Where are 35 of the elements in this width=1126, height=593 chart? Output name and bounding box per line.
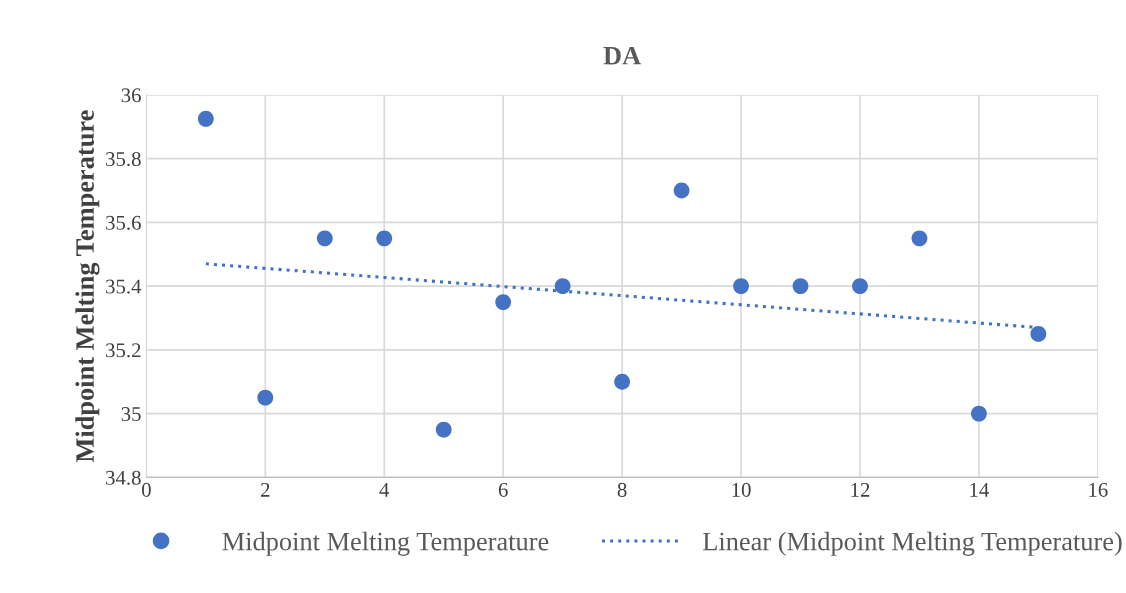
- x-tick-label: 12: [851, 482, 870, 497]
- x-tick-label: 16: [1089, 482, 1108, 497]
- y-tick-label: 35.2: [106, 343, 141, 358]
- x-tick-label: 2: [261, 482, 270, 497]
- y-tick-label: 35: [121, 407, 141, 422]
- y-axis-title: Midpoint Melting Temperature: [75, 110, 100, 463]
- point: [792, 278, 809, 295]
- point: [197, 110, 214, 127]
- x-tick-label: 8: [617, 482, 627, 497]
- x-tick-label: 10: [732, 482, 751, 497]
- legend-label: Linear (Midpoint Melting Temperature): [703, 531, 1122, 556]
- point: [673, 182, 690, 199]
- legend-label: Midpoint Melting Temperature: [222, 531, 549, 556]
- y-tick-label: 35.4: [106, 279, 142, 294]
- point: [911, 230, 928, 247]
- point: [971, 405, 987, 422]
- point: [554, 278, 571, 295]
- point: [257, 389, 274, 406]
- point: [1030, 326, 1047, 342]
- point: [733, 278, 749, 295]
- point: [376, 230, 393, 247]
- point: [852, 278, 868, 295]
- point: [435, 421, 452, 438]
- x-tick-label: 0: [141, 482, 151, 497]
- point: [316, 230, 333, 247]
- x-tick-label: 6: [498, 482, 508, 497]
- y-tick-label: 35.8: [106, 152, 141, 167]
- point: [495, 294, 512, 310]
- x-tick-label: 14: [970, 482, 990, 497]
- point: [614, 373, 631, 390]
- chart-title: DA: [603, 46, 641, 65]
- x-tick-label: 4: [379, 482, 390, 497]
- y-tick-label: 36: [121, 88, 141, 103]
- y-tick-label: 35.6: [106, 215, 141, 230]
- y-tick-label: 34.8: [106, 470, 141, 485]
